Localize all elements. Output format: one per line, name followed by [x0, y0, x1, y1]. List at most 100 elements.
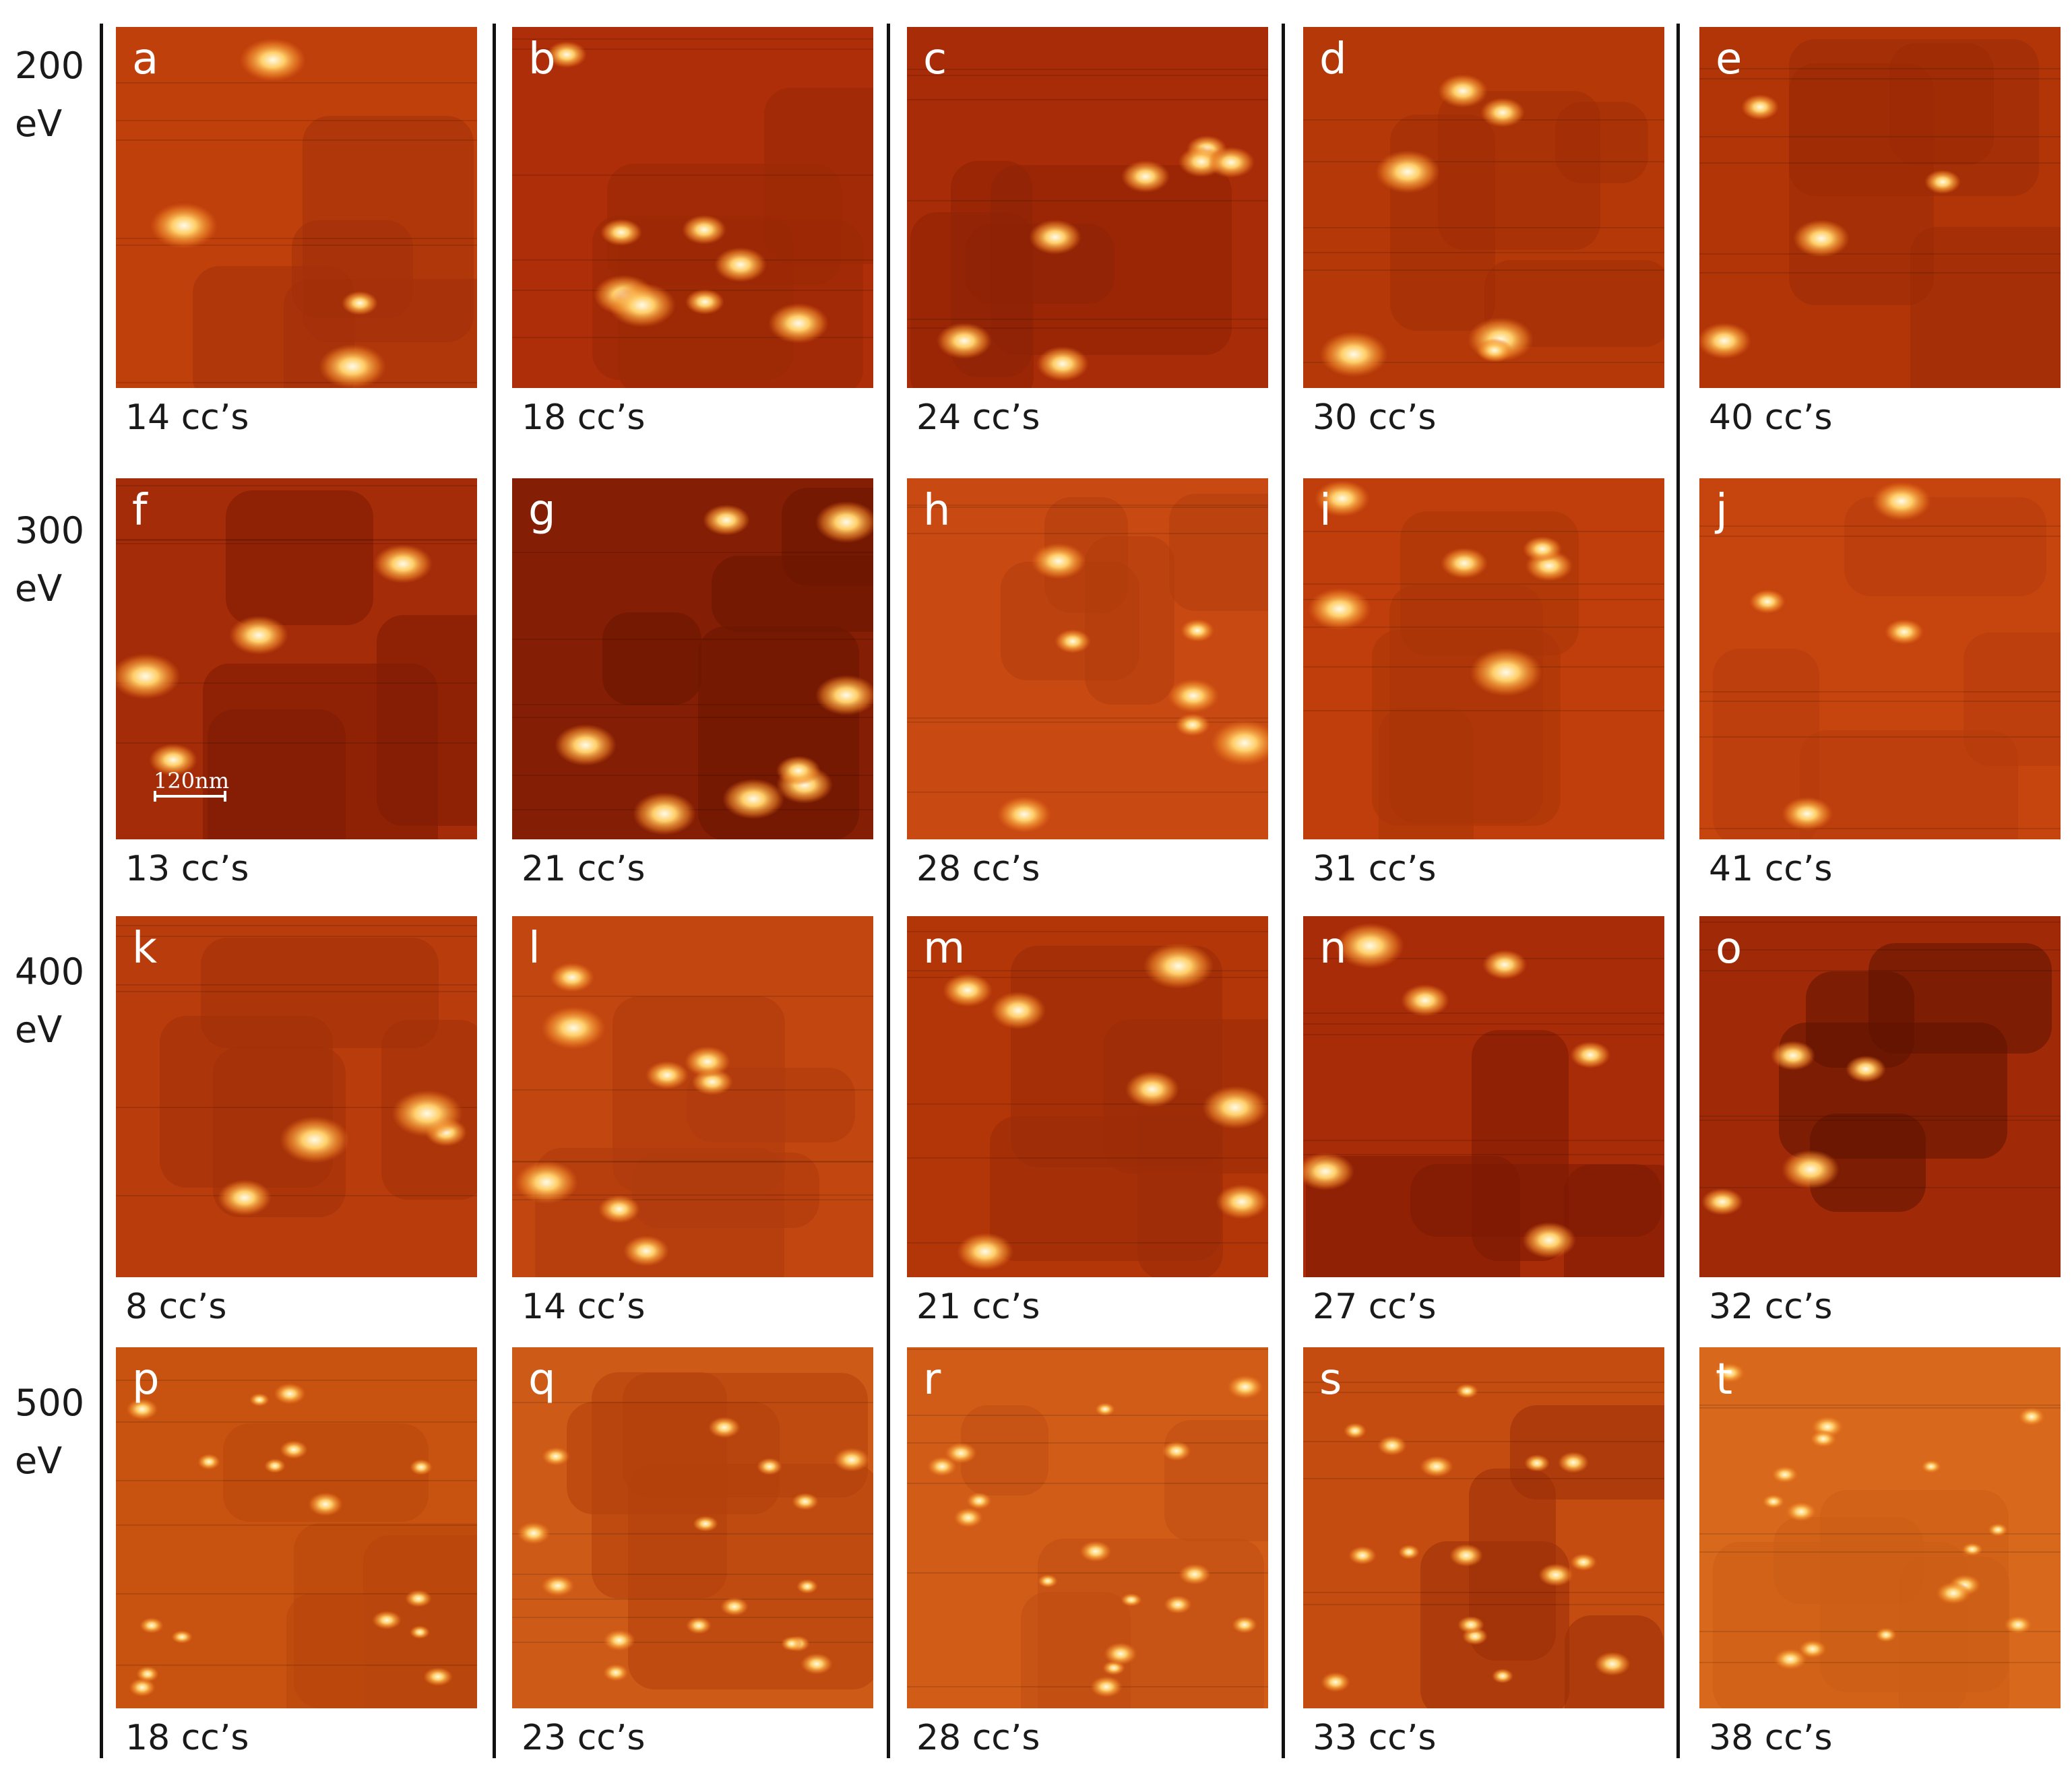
stm-image — [116, 1347, 477, 1708]
stm-panel-a: a — [116, 27, 477, 388]
energy-value: 400 — [15, 950, 85, 993]
panel-caption-d: 30 cc’s — [1313, 397, 1437, 438]
scale-bar-label: 120nm — [154, 768, 230, 794]
panel-caption-p: 18 cc’s — [125, 1718, 249, 1758]
panel-letter: g — [528, 486, 556, 536]
column-divider — [1282, 24, 1285, 1758]
panel-letter: b — [528, 34, 556, 84]
panel-letter: n — [1319, 924, 1347, 973]
panel-letter: r — [923, 1355, 941, 1405]
stm-image — [1699, 1347, 2061, 1708]
stm-panel-h: h — [907, 478, 1268, 839]
stm-image — [1699, 916, 2061, 1277]
panel-caption-s: 33 cc’s — [1313, 1718, 1437, 1758]
panel-letter: j — [1716, 486, 1728, 536]
panel-caption-j: 41 cc’s — [1709, 849, 1833, 889]
panel-letter: a — [132, 34, 159, 84]
energy-value: 200 — [15, 44, 85, 87]
stm-panel-i: i — [1303, 478, 1664, 839]
stm-image — [116, 478, 477, 839]
stm-image — [116, 27, 477, 388]
stm-image — [907, 27, 1268, 388]
stm-image — [512, 916, 873, 1277]
panel-letter: q — [528, 1355, 556, 1405]
panel-letter: e — [1716, 34, 1743, 84]
panel-letter: p — [132, 1355, 160, 1405]
panel-letter: c — [923, 34, 947, 84]
panel-caption-t: 38 cc’s — [1709, 1718, 1833, 1758]
stm-panel-o: o — [1699, 916, 2061, 1277]
scale-bar: 120nm — [154, 768, 230, 802]
stm-panel-r: r — [907, 1347, 1268, 1708]
stm-image — [1303, 1347, 1664, 1708]
panel-caption-l: 14 cc’s — [522, 1287, 646, 1327]
stm-panel-s: s — [1303, 1347, 1664, 1708]
stm-panel-f: f 120nm — [116, 478, 477, 839]
stm-image — [1699, 478, 2061, 839]
panel-letter: i — [1319, 486, 1331, 536]
panel-letter: l — [528, 924, 540, 973]
panel-caption-e: 40 cc’s — [1709, 397, 1833, 438]
stm-image — [512, 27, 873, 388]
stm-image — [907, 478, 1268, 839]
stm-panel-d: d — [1303, 27, 1664, 388]
column-divider — [493, 24, 496, 1758]
panel-caption-a: 14 cc’s — [125, 397, 249, 438]
energy-unit: eV — [15, 567, 63, 610]
stm-panel-m: m — [907, 916, 1268, 1277]
panel-caption-r: 28 cc’s — [916, 1718, 1040, 1758]
row-label-400: 400 eV — [15, 943, 96, 1059]
energy-value: 500 — [15, 1382, 85, 1424]
stm-image — [907, 1347, 1268, 1708]
column-divider — [887, 24, 890, 1758]
panel-letter: d — [1319, 34, 1347, 84]
panel-caption-q: 23 cc’s — [522, 1718, 646, 1758]
panel-letter: h — [923, 486, 951, 536]
panel-caption-h: 28 cc’s — [916, 849, 1040, 889]
panel-letter: t — [1716, 1355, 1733, 1405]
scale-bar-line — [154, 791, 226, 802]
panel-caption-g: 21 cc’s — [522, 849, 646, 889]
panel-letter: o — [1716, 924, 1743, 973]
stm-panel-l: l — [512, 916, 873, 1277]
panel-caption-n: 27 cc’s — [1313, 1287, 1437, 1327]
stm-image — [1699, 27, 2061, 388]
panel-letter: k — [132, 924, 158, 973]
stm-image — [512, 478, 873, 839]
stm-image — [907, 916, 1268, 1277]
panel-caption-f: 13 cc’s — [125, 849, 249, 889]
energy-unit: eV — [15, 1440, 63, 1482]
stm-panel-j: j — [1699, 478, 2061, 839]
stm-image — [1303, 27, 1664, 388]
energy-value: 300 — [15, 509, 85, 552]
stm-panel-e: e — [1699, 27, 2061, 388]
stm-panel-p: p — [116, 1347, 477, 1708]
stm-image — [1303, 478, 1664, 839]
row-label-300: 300 eV — [15, 502, 96, 618]
stm-image — [512, 1347, 873, 1708]
panel-letter: f — [132, 486, 148, 536]
panel-caption-c: 24 cc’s — [916, 397, 1040, 438]
panel-caption-i: 31 cc’s — [1313, 849, 1437, 889]
energy-unit: eV — [15, 102, 63, 145]
panel-letter: m — [923, 924, 966, 973]
energy-unit: eV — [15, 1008, 63, 1051]
panel-caption-b: 18 cc’s — [522, 397, 646, 438]
stm-image — [1303, 916, 1664, 1277]
stm-panel-b: b — [512, 27, 873, 388]
row-label-500: 500 eV — [15, 1374, 96, 1490]
panel-caption-m: 21 cc’s — [916, 1287, 1040, 1327]
panel-caption-o: 32 cc’s — [1709, 1287, 1833, 1327]
stm-panel-c: c — [907, 27, 1268, 388]
stm-panel-n: n — [1303, 916, 1664, 1277]
stm-panel-t: t — [1699, 1347, 2061, 1708]
column-divider — [1676, 24, 1680, 1758]
row-label-200: 200 eV — [15, 37, 96, 153]
panel-letter: s — [1319, 1355, 1342, 1405]
stm-panel-g: g — [512, 478, 873, 839]
panel-caption-k: 8 cc’s — [125, 1287, 227, 1327]
column-divider — [100, 24, 103, 1758]
stm-panel-q: q — [512, 1347, 873, 1708]
stm-image — [116, 916, 477, 1277]
stm-panel-k: k — [116, 916, 477, 1277]
